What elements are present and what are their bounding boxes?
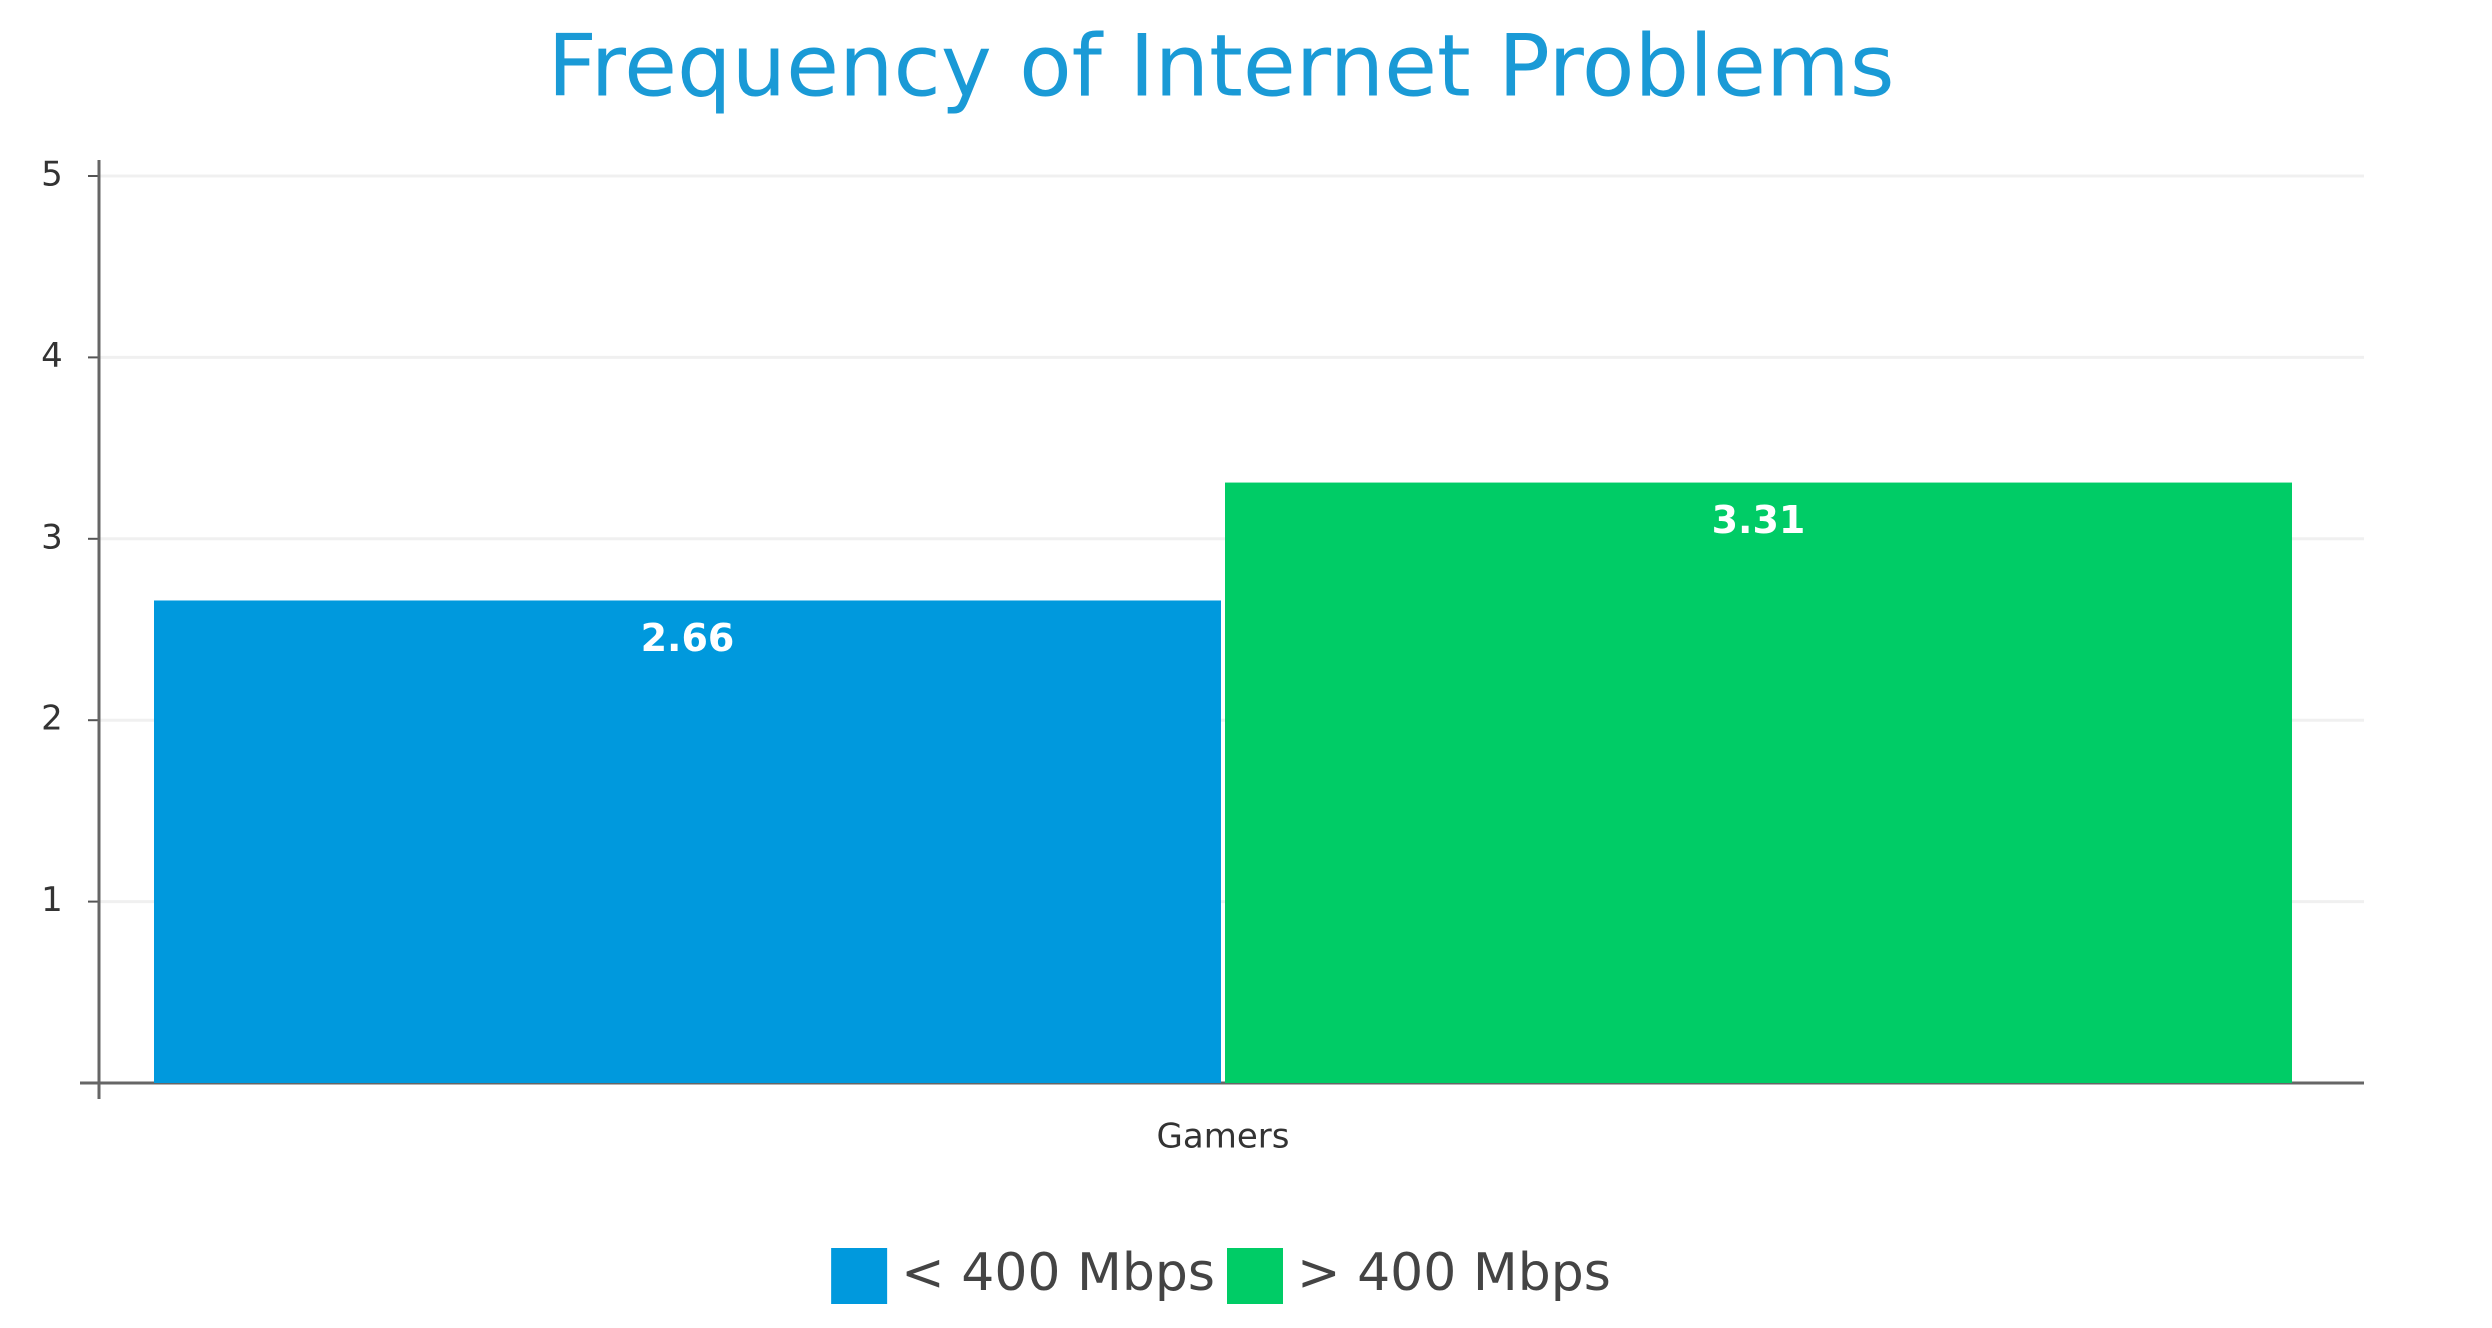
legend-label: < 400 Mbps xyxy=(901,1243,1215,1303)
y-tick-label: 5 xyxy=(41,155,63,195)
bar xyxy=(154,600,1221,1083)
y-tick-label: 4 xyxy=(41,336,63,376)
bar xyxy=(1225,482,2292,1083)
y-tick-label: 3 xyxy=(41,517,63,557)
legend-swatch xyxy=(831,1248,888,1304)
y-tick-label: 1 xyxy=(41,880,63,920)
value-label: 3.31 xyxy=(1712,498,1806,542)
chart-title: Frequency of Internet Problems xyxy=(547,16,1894,116)
y-tick-label: 2 xyxy=(41,699,63,739)
value-label: 2.66 xyxy=(641,616,735,660)
legend-swatch xyxy=(1227,1248,1283,1304)
x-tick-label: Gamers xyxy=(1157,1117,1290,1157)
legend-label: > 400 Mbps xyxy=(1297,1243,1611,1303)
